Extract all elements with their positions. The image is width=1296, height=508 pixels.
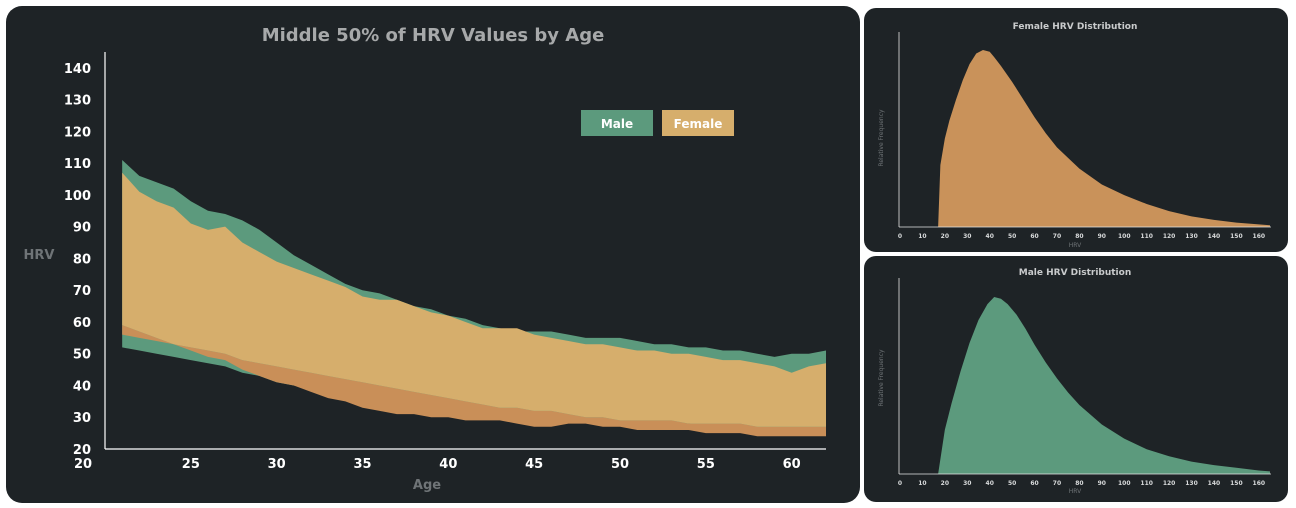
female-x-tick-label: 90 — [1098, 233, 1106, 240]
male-x-tick-label: 60 — [1030, 480, 1038, 487]
female-distribution-chart: Female HRV Distribution Relative Frequen… — [878, 22, 1271, 249]
legend-swatch-male — [581, 110, 653, 136]
area-layers — [122, 159, 826, 437]
x-tick-label: 60 — [783, 457, 801, 472]
male-x-tick-label: 150 — [1230, 480, 1243, 487]
female-x-tick-label: 150 — [1230, 233, 1243, 240]
female-distribution-panel: Female HRV Distribution Relative Frequen… — [864, 8, 1288, 252]
x-tick-label: 20 — [74, 457, 92, 472]
male-x-tick-label: 100 — [1118, 480, 1131, 487]
female-x-tick-label: 20 — [941, 233, 949, 240]
y-tick-label: 140 — [64, 62, 91, 77]
female-x-tick-label: 130 — [1185, 233, 1198, 240]
x-tick-label: 35 — [353, 457, 371, 472]
male-chart-title: Male HRV Distribution — [1019, 268, 1131, 278]
main-chart-panel: Middle 50% of HRV Values by Age HRV Age … — [6, 6, 860, 503]
x-tick-label: 40 — [439, 457, 457, 472]
male-distribution-chart: Male HRV Distribution Relative Frequency… — [878, 268, 1271, 495]
y-tick-label: 130 — [64, 94, 91, 109]
male-x-tick-label: 50 — [1008, 480, 1016, 487]
female-x-tick-label: 40 — [986, 233, 994, 240]
legend: Male Female — [581, 110, 734, 136]
x-tick-label: 30 — [268, 457, 286, 472]
male-x-tick-label: 40 — [986, 480, 994, 487]
female-x-tick-label: 30 — [963, 233, 971, 240]
female-x-axis-label: HRV — [1069, 242, 1082, 249]
y-tick-label: 50 — [73, 348, 91, 363]
female-band — [122, 172, 826, 427]
y-tick-label: 110 — [64, 157, 91, 172]
male-x-tick-label: 0 — [898, 480, 902, 487]
male-x-tick-label: 20 — [941, 480, 949, 487]
male-x-tick-label: 140 — [1208, 480, 1221, 487]
female-x-tick-label: 80 — [1075, 233, 1083, 240]
female-x-tick-label: 140 — [1208, 233, 1221, 240]
y-tick-label: 20 — [73, 443, 91, 458]
female-x-tick-label: 0 — [898, 233, 902, 240]
male-x-ticks: 0 10 20 30 40 50 60 70 80 90 100 110 120 130 140 150 160 — [898, 480, 1265, 487]
chart-title: Middle 50% of HRV Values by Age — [262, 25, 605, 46]
male-density-area — [938, 297, 1270, 474]
male-y-axis-label: Relative Frequency — [878, 349, 885, 407]
y-tick-label: 30 — [73, 411, 91, 426]
female-x-tick-label: 60 — [1030, 233, 1038, 240]
male-x-axis-label: HRV — [1069, 488, 1082, 495]
y-tick-label: 60 — [73, 316, 91, 331]
male-x-tick-label: 110 — [1140, 480, 1153, 487]
y-tick-label: 70 — [73, 284, 91, 299]
female-x-tick-label: 160 — [1253, 233, 1266, 240]
y-axis-label: HRV — [24, 248, 55, 263]
female-density-area — [938, 50, 1270, 227]
male-x-tick-label: 80 — [1075, 480, 1083, 487]
female-x-tick-label: 10 — [918, 233, 926, 240]
female-x-ticks: 0 10 20 30 40 50 60 70 80 90 100 110 120 130 140 150 160 — [898, 233, 1265, 240]
female-x-tick-label: 120 — [1163, 233, 1176, 240]
hrv-by-age-chart: Middle 50% of HRV Values by Age HRV Age … — [24, 25, 826, 493]
legend-swatch-female — [662, 110, 734, 136]
male-x-tick-label: 120 — [1163, 480, 1176, 487]
female-chart-title: Female HRV Distribution — [1013, 22, 1138, 32]
x-tick-label: 25 — [182, 457, 200, 472]
y-tick-label: 120 — [64, 125, 91, 140]
y-ticks: 20 30 40 50 60 70 80 90 100 110 120 130 140 — [64, 62, 91, 458]
legend-label-female: Female — [674, 117, 723, 131]
female-x-tick-label: 50 — [1008, 233, 1016, 240]
y-tick-label: 80 — [73, 252, 91, 267]
female-low-band — [122, 325, 826, 437]
male-x-tick-label: 30 — [963, 480, 971, 487]
female-area-layer — [938, 50, 1270, 227]
male-x-tick-label: 70 — [1053, 480, 1061, 487]
female-x-tick-label: 70 — [1053, 233, 1061, 240]
x-tick-label: 55 — [697, 457, 715, 472]
x-axis-label: Age — [413, 478, 441, 493]
female-y-axis-label: Relative Frequency — [878, 109, 885, 167]
male-x-tick-label: 90 — [1098, 480, 1106, 487]
y-tick-label: 100 — [64, 189, 91, 204]
x-ticks: 20 25 30 35 40 45 50 55 60 — [74, 457, 801, 472]
x-tick-label: 50 — [611, 457, 629, 472]
male-x-tick-label: 160 — [1253, 480, 1266, 487]
male-x-tick-label: 130 — [1185, 480, 1198, 487]
male-distribution-panel: Male HRV Distribution Relative Frequency… — [864, 256, 1288, 502]
female-x-tick-label: 100 — [1118, 233, 1131, 240]
female-x-tick-label: 110 — [1140, 233, 1153, 240]
male-x-tick-label: 10 — [918, 480, 926, 487]
x-tick-label: 45 — [525, 457, 543, 472]
y-tick-label: 90 — [73, 221, 91, 236]
legend-label-male: Male — [601, 117, 633, 131]
male-area-layer — [938, 297, 1270, 474]
y-tick-label: 40 — [73, 379, 91, 394]
